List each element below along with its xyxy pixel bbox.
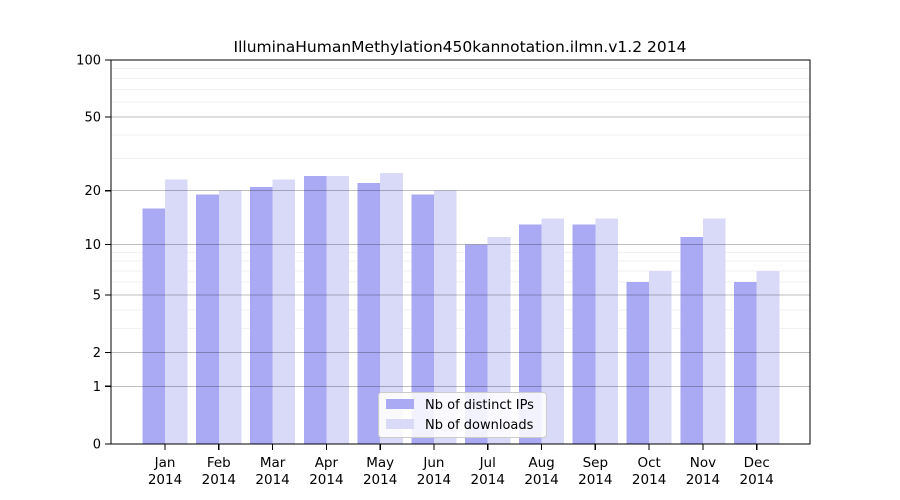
bar-downloads-mar — [272, 179, 296, 444]
bar-ips-oct — [626, 282, 650, 444]
x-tick-label-year: 2014 — [309, 472, 343, 488]
x-tick-label-month: Dec — [744, 455, 770, 471]
bar-downloads-apr — [326, 176, 349, 445]
x-tick-label-month: Jul — [479, 455, 496, 471]
bar-ips-apr — [303, 176, 327, 445]
legend: Nb of distinct IPs Nb of downloads — [378, 392, 547, 438]
x-tick-label-year: 2014 — [632, 472, 666, 488]
bar-ips-feb — [196, 194, 219, 444]
x-tick-label-month: Mar — [260, 455, 286, 471]
legend-swatch-downloads — [386, 419, 414, 429]
x-tick-label-year: 2014 — [524, 472, 558, 488]
y-tick-label: 5 — [93, 288, 101, 303]
bar-ips-jan — [142, 208, 165, 444]
x-tick-label-year: 2014 — [686, 472, 720, 488]
legend-box — [378, 392, 547, 438]
x-tick-label-month: Oct — [637, 455, 660, 471]
plot-frame — [110, 59, 811, 445]
legend-label-downloads: Nb of downloads — [425, 418, 534, 433]
y-tick-label: 50 — [84, 110, 101, 125]
bar-downloads-jan — [165, 179, 188, 444]
x-tick-label-year: 2014 — [202, 472, 236, 488]
y-tick-label: 1 — [93, 380, 101, 395]
bar-ips-aug — [518, 224, 542, 444]
y-tick-label: 20 — [84, 184, 101, 199]
x-tick-label-month: Sep — [583, 455, 608, 471]
y-tick-label: 100 — [76, 54, 101, 69]
bar-downloads-nov — [702, 218, 726, 444]
bar-downloads-jun — [433, 190, 457, 444]
bar-ips-nov — [680, 237, 703, 444]
y-tick-label: 10 — [84, 238, 101, 253]
x-tick-label-month: May — [366, 455, 394, 471]
x-tick-label-month: Apr — [315, 455, 339, 471]
bar-ips-sep — [572, 224, 596, 444]
legend-label-distinct-ips: Nb of distinct IPs — [425, 398, 534, 413]
bar-downloads-may — [380, 172, 403, 444]
y-tick-label: 2 — [93, 346, 101, 361]
x-tick-label-month: Nov — [690, 455, 716, 471]
bar-ips-mar — [249, 186, 273, 444]
chart-title: IlluminaHumanMethylation450kannotation.i… — [234, 38, 687, 56]
x-tick-label-year: 2014 — [578, 472, 612, 488]
bar-downloads-aug — [541, 218, 565, 444]
x-tick-label-month: Jan — [154, 455, 176, 471]
bar-ips-may — [357, 183, 381, 445]
bar-series — [142, 172, 780, 445]
x-tick-label-month: Jun — [422, 455, 444, 471]
x-tick-label-year: 2014 — [471, 472, 505, 488]
axis-tick-labels: 0125102050100Jan2014Feb2014Mar2014Apr201… — [76, 54, 774, 489]
x-tick-label-month: Feb — [207, 455, 231, 471]
bar-downloads-feb — [218, 190, 242, 444]
x-tick-label-year: 2014 — [255, 472, 289, 488]
bar-downloads-oct — [649, 270, 672, 444]
y-tick-label: 0 — [93, 438, 101, 453]
x-tick-label-year: 2014 — [417, 472, 451, 488]
x-tick-label-year: 2014 — [363, 472, 397, 488]
legend-swatch-distinct-ips — [386, 399, 414, 409]
axis-ticks — [105, 59, 758, 450]
bar-ips-dec — [734, 282, 757, 444]
plot-border — [110, 59, 811, 445]
x-tick-label-year: 2014 — [148, 472, 182, 488]
x-tick-label-year: 2014 — [740, 472, 774, 488]
bar-ips-jun — [411, 194, 434, 444]
x-tick-label-month: Aug — [528, 455, 554, 471]
bar-downloads-dec — [756, 270, 780, 444]
bar-downloads-sep — [595, 218, 618, 444]
